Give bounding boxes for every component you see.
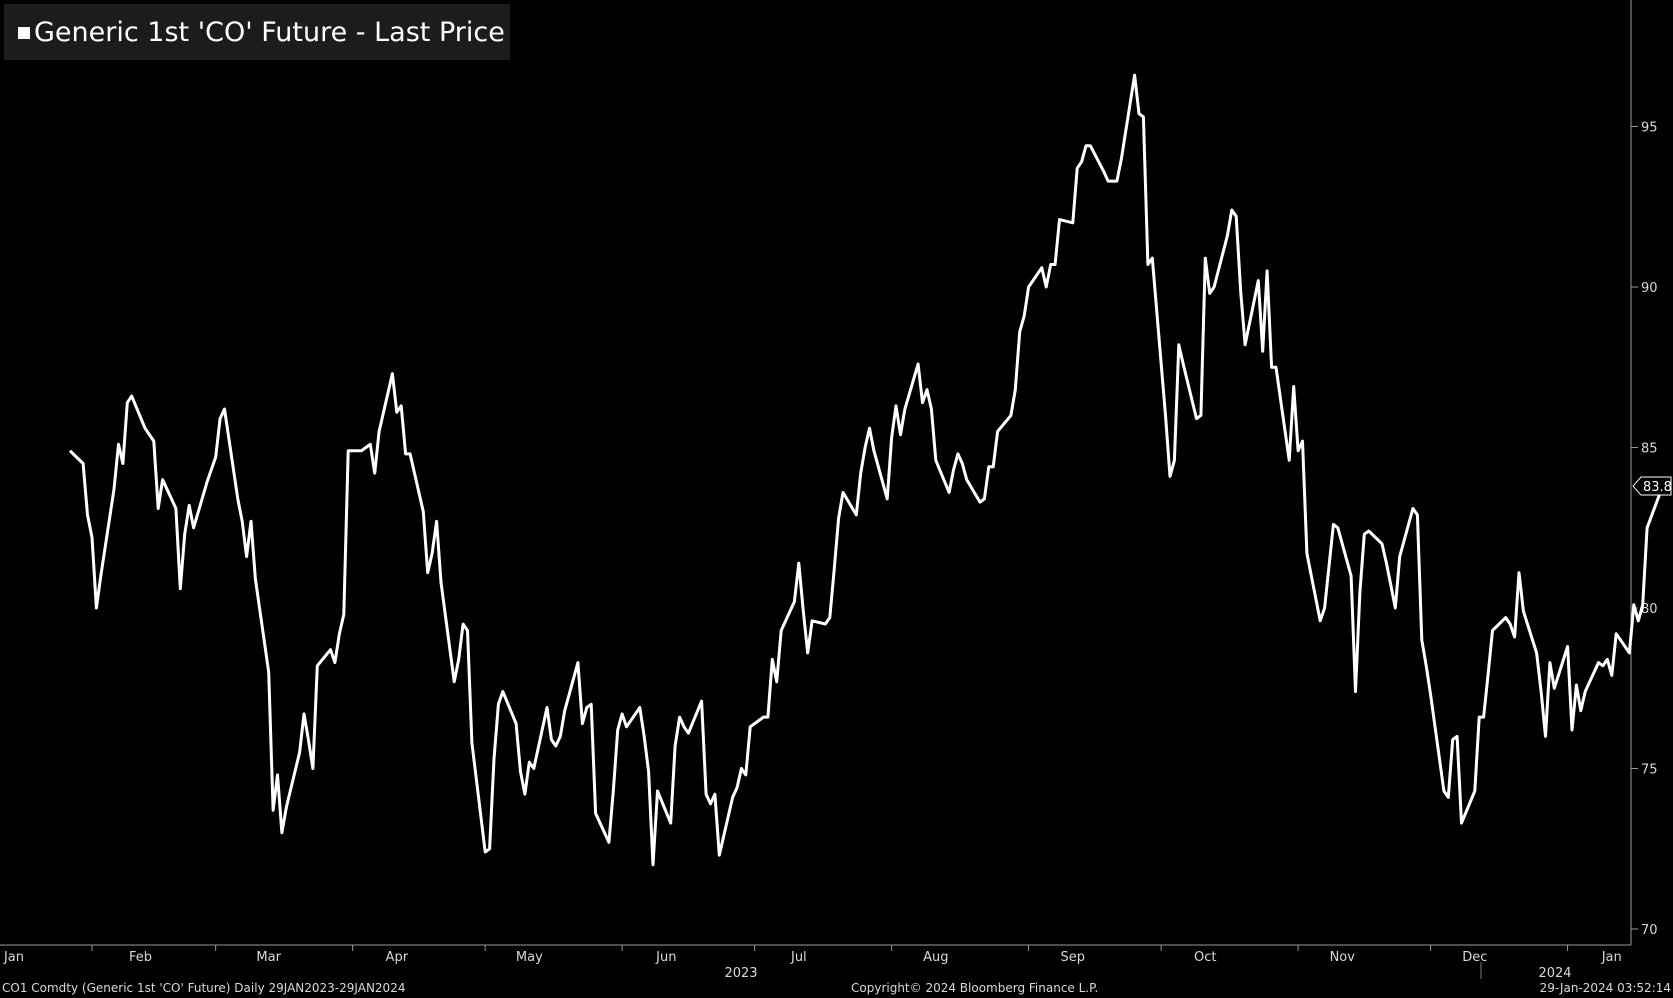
footer-copyright: Copyright© 2024 Bloomberg Finance L.P. xyxy=(851,981,1099,995)
y-tick-label: 95 xyxy=(1641,121,1658,136)
footer-security-info: CO1 Comdty (Generic 1st 'CO' Future) Dai… xyxy=(2,981,406,995)
x-tick-label: Aug xyxy=(923,950,948,965)
y-tick-label: 75 xyxy=(1641,763,1658,778)
y-tick-label: 85 xyxy=(1641,442,1658,457)
x-tick-label: Jan xyxy=(1601,950,1622,965)
legend-label: Generic 1st 'CO' Future - Last Price xyxy=(34,16,505,48)
x-year-label: 2024 xyxy=(1538,966,1571,981)
x-tick-label: Dec xyxy=(1462,950,1487,965)
x-tick-label: Sep xyxy=(1060,950,1085,965)
x-tick-label: Mar xyxy=(256,950,281,965)
last-value-marker: 83.82 xyxy=(1632,476,1673,496)
x-axis: Jan Feb Mar Apr May Jun Jul Aug Sep Oct Nov Dec Jan 2… xyxy=(0,944,1631,981)
x-tick-label: Feb xyxy=(129,950,152,965)
x-tick-label: Jan xyxy=(3,950,24,965)
x-tick-label: Apr xyxy=(386,950,409,965)
x-year-label: 2023 xyxy=(724,966,757,981)
x-tick-label: Jun xyxy=(655,950,676,965)
x-tick-label: May xyxy=(516,950,543,965)
legend-swatch xyxy=(18,27,30,39)
x-tick-label: Jul xyxy=(790,950,807,965)
y-axis: 70 75 80 85 90 95 xyxy=(1630,0,1658,945)
y-tick-label: 80 xyxy=(1641,602,1658,617)
footer-timestamp: 29-Jan-2024 03:52:14 xyxy=(1539,981,1671,995)
x-tick-label: Oct xyxy=(1194,950,1216,965)
y-tick-label: 90 xyxy=(1641,281,1658,296)
x-tick-label: Nov xyxy=(1330,950,1356,965)
y-tick-label: 70 xyxy=(1641,923,1658,938)
price-line xyxy=(68,73,1667,867)
last-value-box xyxy=(1632,476,1672,496)
legend: Generic 1st 'CO' Future - Last Price xyxy=(4,4,510,60)
last-value-label: 83.82 xyxy=(1643,480,1673,495)
